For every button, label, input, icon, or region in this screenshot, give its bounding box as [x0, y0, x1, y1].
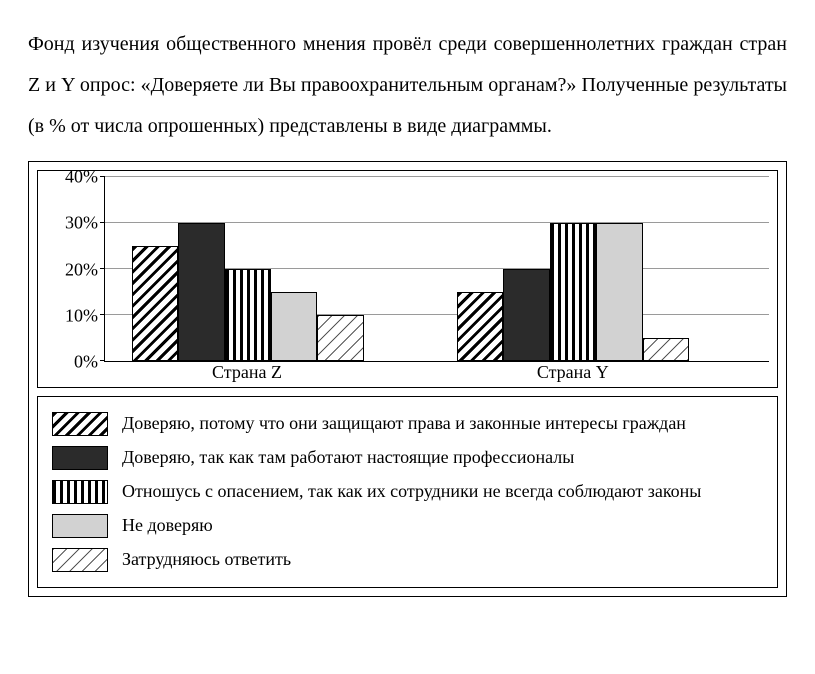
legend-item: Отношусь с опасением, так как их сотрудн… — [52, 475, 763, 509]
legend-item: Доверяю, так как там работают настоящие … — [52, 441, 763, 475]
x-group-label: Страна Y — [456, 362, 689, 383]
bar — [457, 292, 503, 361]
y-tick-mark — [100, 360, 105, 361]
y-tick-mark — [100, 222, 105, 223]
legend-label: Не доверяю — [122, 515, 213, 536]
chart-plot: 0%10%20%30%40% — [46, 177, 769, 362]
y-tick-mark — [100, 268, 105, 269]
y-tick-label: 20% — [65, 259, 98, 280]
x-group-label: Страна Z — [131, 362, 364, 383]
legend-swatch — [52, 412, 108, 436]
bar — [317, 315, 363, 361]
y-tick-label: 40% — [65, 167, 98, 188]
bar — [132, 246, 178, 361]
chart-frame: 0% 10% 20% 30% 40% Страна Z Страна Y — [37, 170, 778, 388]
legend-item: Доверяю, потому что они защищают права и… — [52, 407, 763, 441]
legend-label: Доверяю, так как там работают настоящие … — [122, 447, 574, 468]
legend-item: Затрудняюсь ответить — [52, 543, 763, 577]
gridline — [105, 176, 769, 177]
legend-swatch — [52, 480, 108, 504]
bar — [596, 223, 642, 361]
figure-outer-frame: 0% 10% 20% 30% 40% Страна Z Страна Y Доверяю,… — [28, 161, 787, 597]
bar — [271, 292, 317, 361]
y-tick-label: 0% — [74, 352, 98, 373]
bar — [225, 269, 271, 361]
intro-paragraph: Фонд изучения общественного мнения провё… — [28, 24, 787, 147]
legend-label: Затрудняюсь ответить — [122, 549, 291, 570]
bar — [643, 338, 689, 361]
legend-item: Не доверяю — [52, 509, 763, 543]
legend-swatch — [52, 548, 108, 572]
legend-label: Доверяю, потому что они защищают права и… — [122, 413, 686, 434]
bar — [178, 223, 224, 361]
y-tick-mark — [100, 314, 105, 315]
plot-area — [104, 177, 769, 362]
legend-label: Отношусь с опасением, так как их сотрудн… — [122, 481, 701, 502]
y-tick-mark — [100, 176, 105, 177]
legend-swatch — [52, 446, 108, 470]
y-axis: 0%10%20%30%40% — [46, 177, 104, 362]
legend-swatch — [52, 514, 108, 538]
bar — [550, 223, 596, 361]
bar — [503, 269, 549, 361]
x-axis-labels: Страна Z Страна Y — [104, 362, 769, 383]
y-tick-label: 10% — [65, 305, 98, 326]
legend-frame: Доверяю, потому что они защищают права и… — [37, 396, 778, 588]
y-tick-label: 30% — [65, 213, 98, 234]
